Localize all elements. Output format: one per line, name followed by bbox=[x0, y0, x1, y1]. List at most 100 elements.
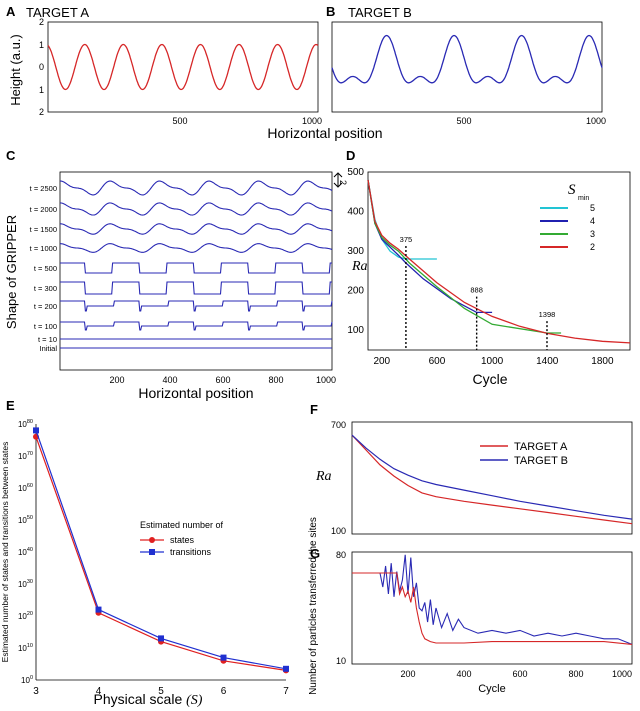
panel-c-gripper-curve bbox=[60, 243, 333, 253]
panel-g-ytick: 10 bbox=[336, 656, 346, 666]
panel-f-series-line bbox=[351, 434, 633, 520]
panel-f-legend: TARGET A TARGET B bbox=[480, 441, 568, 467]
panel-c-curves bbox=[59, 180, 333, 349]
panel-c-row-label: Initial bbox=[39, 344, 57, 353]
panel-d-xtick: 1400 bbox=[536, 356, 559, 367]
panel-e-legend-title: Estimated number of bbox=[140, 520, 224, 530]
panel-c-row-label: t = 300 bbox=[34, 284, 57, 293]
panel-c-row-label: t = 200 bbox=[34, 302, 57, 311]
panel-c-gripper-curve bbox=[60, 281, 332, 295]
panel-e-lines bbox=[33, 427, 289, 674]
panel-label-b: B bbox=[326, 4, 335, 19]
panel-e-ytick: 1040 bbox=[18, 547, 33, 557]
panel-label-a: A bbox=[6, 4, 16, 19]
panel-e-ytick: 1020 bbox=[18, 611, 33, 621]
panel-d-xticks: 200 600 1000 1400 1800 bbox=[373, 356, 614, 367]
panel-c-row-labels: t = 2500 t = 2000 t = 1500 t = 1000 t = 500 t… bbox=[30, 184, 58, 353]
panel-g-xtick: 800 bbox=[568, 669, 583, 679]
panel-g-xlabel: Cycle bbox=[478, 683, 506, 695]
panel-d-frame bbox=[367, 171, 631, 351]
panel-e-legend-label: states bbox=[170, 535, 195, 545]
panel-f-ytick: 700 bbox=[331, 420, 346, 430]
panel-g-ytick: 80 bbox=[336, 550, 346, 560]
panel-e-xtick: 3 bbox=[33, 686, 39, 697]
panel-c-row-label: t = 2000 bbox=[30, 205, 57, 214]
panel-c-xtick: 600 bbox=[215, 375, 230, 385]
panel-a-xtick: 1000 bbox=[302, 116, 322, 126]
panel-e-ytick: 1060 bbox=[18, 483, 33, 493]
panel-e-xlabel-text: Physical scale bbox=[94, 691, 183, 707]
panel-a-ytick: 1 bbox=[39, 85, 44, 95]
panel-a-title: TARGET A bbox=[26, 5, 89, 20]
panel-d-legend-title: S bbox=[568, 182, 576, 198]
panel-e-ytick-exponent: 60 bbox=[27, 483, 33, 489]
panel-b-series-line bbox=[331, 34, 603, 84]
panel-e-series-line bbox=[35, 430, 287, 670]
panel-d-annotation: 1398 bbox=[539, 310, 556, 319]
panel-e-ytick: 1050 bbox=[18, 515, 33, 525]
panel-e-xtick: 7 bbox=[283, 686, 289, 697]
panel-g-ylabel: Number of particles transferred the site… bbox=[308, 517, 319, 695]
panel-f-frame bbox=[351, 421, 633, 535]
panel-c-gripper-curve bbox=[60, 321, 333, 331]
panel-e-legend: states transitions bbox=[140, 535, 212, 557]
panel-d-legend-subscript: min bbox=[578, 195, 589, 202]
panel-d-xtick: 600 bbox=[429, 356, 446, 367]
panel-f-ytick: 100 bbox=[331, 526, 346, 536]
panel-g-xtick: 600 bbox=[512, 669, 527, 679]
panel-a-ylabel: Height (a.u.) bbox=[8, 34, 23, 106]
panel-g-frame bbox=[351, 551, 633, 665]
panel-g-series-line bbox=[352, 554, 633, 645]
panel-a-ytick: 1 bbox=[39, 40, 44, 50]
panel-d-ytick: 300 bbox=[347, 246, 364, 257]
panel-e-ytick: 100 bbox=[21, 675, 33, 685]
panel-c-gripper-curve bbox=[60, 180, 333, 196]
panel-label-f: F bbox=[310, 402, 318, 417]
panel-e-point bbox=[33, 427, 39, 434]
panel-e-xtick: 4 bbox=[96, 686, 102, 697]
panel-label-g: G bbox=[310, 546, 320, 561]
panel-a-ytick: 2 bbox=[39, 107, 44, 117]
panel-e-point bbox=[158, 635, 164, 642]
panel-label-d: D bbox=[346, 148, 355, 163]
panel-c-frame bbox=[59, 171, 333, 371]
panel-d-ytick: 400 bbox=[347, 207, 364, 218]
panel-d-annotation: 375 bbox=[400, 235, 413, 244]
panel-e-xlabel: Physical scale (S) bbox=[94, 691, 203, 708]
panel-c-scale-bar-label: 2 bbox=[338, 180, 348, 185]
panel-ab-xlabel: Horizontal position bbox=[267, 125, 382, 141]
panel-c-xtick: 400 bbox=[162, 375, 177, 385]
panel-d-ytick: 100 bbox=[347, 325, 364, 336]
panel-e-ytick: 1030 bbox=[18, 579, 33, 589]
panel-e-ytick-exponent: 0 bbox=[30, 675, 33, 681]
panel-c-xticks: 200 400 600 800 1000 bbox=[109, 375, 336, 385]
panel-a-frame bbox=[47, 21, 319, 113]
panel-c-ylabel: Shape of GRIPPER bbox=[4, 215, 19, 329]
panel-c-row-label: t = 2500 bbox=[30, 184, 57, 193]
panel-d-xtick: 1000 bbox=[481, 356, 504, 367]
panel-e-point bbox=[95, 606, 102, 613]
panel-c-row-label: t = 100 bbox=[34, 322, 57, 331]
panel-f-ylabel: Ra bbox=[315, 469, 332, 484]
panel-e-ytick-exponent: 30 bbox=[27, 579, 33, 585]
panel-e-xtick: 5 bbox=[158, 686, 164, 697]
panel-d-ytick: 500 bbox=[347, 167, 364, 178]
panel-c-row-label: t = 1000 bbox=[30, 244, 57, 253]
panel-e-ytick-exponent: 10 bbox=[27, 643, 33, 649]
panel-c-gripper-curve bbox=[60, 223, 333, 235]
panel-e-ytick-exponent: 70 bbox=[27, 451, 33, 457]
panel-e-xtick: 6 bbox=[221, 686, 227, 697]
panel-e-legend-label: transitions bbox=[170, 547, 212, 557]
panel-a-yticks: 2 1 0 1 2 bbox=[39, 17, 44, 117]
panel-e-ytick: 1010 bbox=[18, 643, 33, 653]
panel-c-row-label: t = 10 bbox=[38, 335, 57, 344]
panel-g-series-line bbox=[352, 572, 633, 645]
panel-g-lines bbox=[352, 554, 633, 645]
panel-d-series-line bbox=[367, 179, 437, 260]
panel-a-ytick: 2 bbox=[39, 17, 44, 27]
panel-e-ytick-exponent: 50 bbox=[27, 515, 33, 521]
panel-e-ytick-exponent: 20 bbox=[27, 611, 33, 617]
panel-c-row-label: t = 500 bbox=[34, 264, 57, 273]
panel-d-legend-label: 3 bbox=[590, 229, 595, 239]
